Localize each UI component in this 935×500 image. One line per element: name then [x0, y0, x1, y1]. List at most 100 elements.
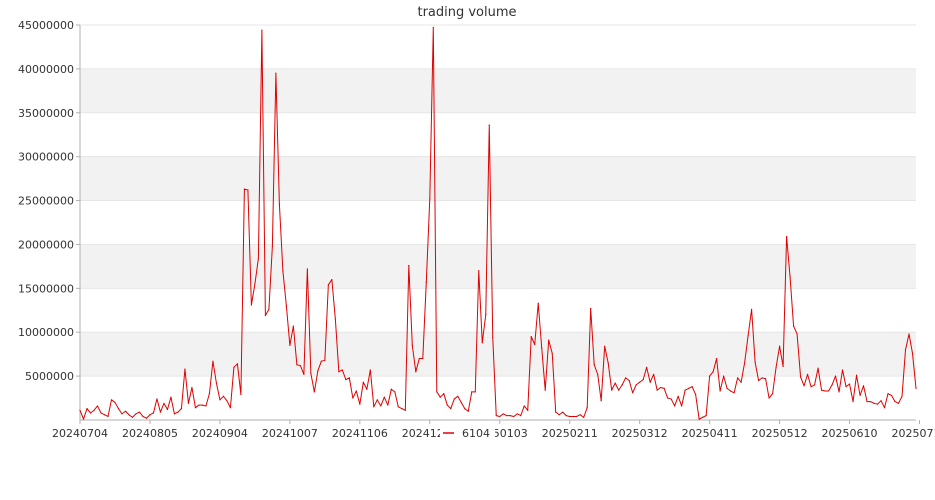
- x-tick-label: 20241106: [332, 427, 388, 440]
- data-point: [747, 335, 749, 337]
- data-point: [404, 409, 406, 411]
- data-point: [177, 411, 179, 413]
- y-tick-label: 10000000: [18, 326, 74, 339]
- data-point: [299, 364, 301, 367]
- x-tick-label: 20250312: [612, 427, 668, 440]
- data-point: [208, 393, 211, 395]
- data-point: [142, 415, 144, 418]
- data-point: [425, 281, 427, 283]
- data-point: [415, 371, 417, 373]
- data-point: [394, 391, 396, 393]
- data-point: [737, 377, 739, 379]
- data-point: [719, 390, 721, 392]
- data-point: [401, 407, 403, 410]
- y-tick-label: 40000000: [18, 63, 74, 76]
- data-point: [730, 390, 732, 392]
- data-point: [443, 393, 445, 395]
- data-point: [152, 412, 155, 414]
- data-point: [852, 400, 854, 403]
- data-point: [862, 385, 865, 387]
- data-point: [761, 377, 763, 379]
- data-point: [841, 369, 844, 371]
- data-point: [334, 318, 336, 320]
- data-point: [646, 366, 648, 368]
- data-point: [201, 404, 204, 406]
- y-tick-label: 35000000: [18, 107, 74, 120]
- data-point: [824, 390, 826, 392]
- data-point: [876, 403, 879, 405]
- data-point: [212, 360, 214, 362]
- data-point: [887, 393, 889, 395]
- y-tick-label: 25000000: [18, 195, 74, 208]
- data-point: [883, 407, 886, 409]
- data-point: [744, 362, 746, 364]
- data-point: [583, 416, 585, 418]
- data-point: [138, 411, 141, 413]
- data-point: [716, 357, 718, 360]
- y-tick-label: 30000000: [18, 151, 74, 164]
- grid-band: [80, 332, 916, 377]
- data-point: [768, 397, 770, 399]
- data-point: [555, 411, 557, 413]
- data-point: [537, 302, 539, 304]
- data-point: [614, 382, 616, 384]
- data-point: [173, 413, 176, 415]
- data-point: [723, 375, 725, 377]
- data-point: [642, 379, 644, 381]
- data-point: [485, 314, 487, 316]
- data-point: [548, 339, 550, 341]
- data-point: [439, 396, 441, 398]
- x-tick-label: 20240704: [52, 427, 108, 440]
- data-point: [831, 384, 833, 386]
- data-point: [838, 391, 840, 393]
- data-point: [796, 333, 798, 335]
- data-point: [453, 398, 455, 400]
- data-point: [170, 396, 172, 398]
- data-point: [341, 369, 343, 371]
- data-point: [369, 369, 371, 371]
- data-point: [317, 370, 319, 372]
- data-point: [135, 413, 137, 415]
- data-point: [733, 392, 735, 394]
- legend-label: 6104: [462, 427, 490, 440]
- data-point: [789, 276, 791, 278]
- data-point: [352, 397, 354, 399]
- data-point: [754, 361, 756, 363]
- data-point: [880, 400, 882, 402]
- data-point: [471, 391, 473, 393]
- data-point: [572, 415, 574, 418]
- data-point: [310, 372, 312, 375]
- x-tick-label: 20240805: [122, 427, 178, 440]
- data-point: [855, 374, 858, 376]
- data-point: [324, 359, 326, 361]
- data-point: [904, 349, 907, 351]
- data-point: [348, 377, 350, 379]
- data-point: [604, 345, 606, 347]
- data-point: [771, 393, 774, 395]
- data-point: [806, 373, 809, 375]
- data-point: [156, 398, 158, 400]
- data-point: [757, 379, 760, 382]
- data-point: [799, 376, 802, 378]
- data-point: [408, 264, 410, 267]
- data-point: [778, 345, 781, 347]
- y-tick-label: 45000000: [18, 19, 74, 32]
- data-point: [527, 409, 529, 411]
- data-point: [705, 415, 707, 417]
- data-point: [502, 413, 504, 415]
- data-point: [565, 415, 567, 417]
- y-axis: 5000000 10000000 15000000 20000000 25000000 3…: [18, 19, 81, 420]
- data-point: [656, 389, 658, 391]
- data-point: [625, 377, 627, 379]
- data-point: [845, 386, 847, 388]
- data-point: [911, 352, 914, 354]
- data-point: [820, 389, 823, 391]
- data-point: [464, 407, 466, 410]
- data-point: [474, 391, 476, 393]
- data-point: [803, 385, 805, 387]
- data-point: [306, 268, 308, 270]
- data-point: [667, 397, 669, 399]
- data-point: [534, 343, 536, 346]
- data-point: [383, 396, 385, 398]
- y-tick-label: 5000000: [25, 370, 74, 383]
